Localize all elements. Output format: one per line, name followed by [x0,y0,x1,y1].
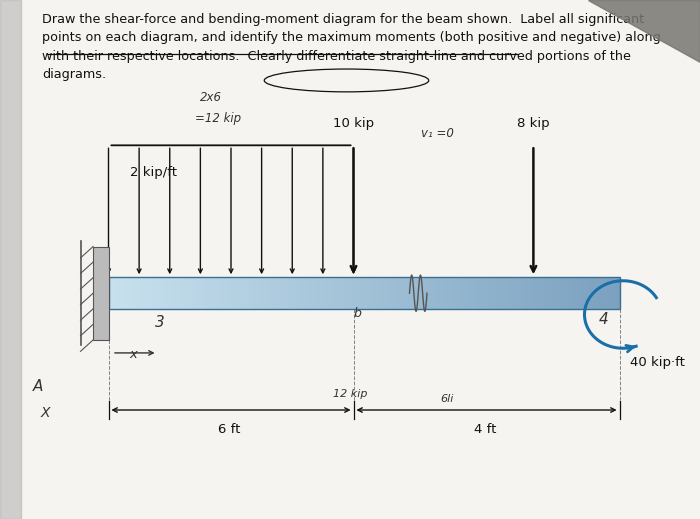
Bar [219,277,225,309]
Bar [479,277,484,309]
Bar [168,277,174,309]
Bar [556,277,561,309]
Bar [262,277,267,309]
Bar [108,277,114,309]
Bar [304,277,310,309]
Text: 6li: 6li [440,394,454,404]
Bar [505,277,510,309]
Bar [321,277,327,309]
Bar [402,277,408,309]
Bar [398,277,404,309]
Bar [270,277,276,309]
Bar [287,277,293,309]
Bar [491,277,498,309]
Bar [343,277,349,309]
Bar [108,277,620,309]
Text: X: X [41,406,50,419]
Text: 40 kip·ft: 40 kip·ft [630,356,685,369]
Bar [228,277,233,309]
Bar [155,277,161,309]
Bar [577,277,582,309]
Bar [300,277,306,309]
Bar [147,277,153,309]
Bar [117,277,122,309]
Text: =12 kip: =12 kip [195,112,241,125]
Bar [581,277,587,309]
Bar [449,277,455,309]
Bar [611,277,617,309]
Bar [394,277,400,309]
Bar [360,277,365,309]
Bar [113,277,118,309]
Bar [160,277,165,309]
Bar [543,277,549,309]
Bar [381,277,386,309]
Bar [585,277,591,309]
Bar [377,277,382,309]
Bar [223,277,229,309]
Bar [538,277,545,309]
Bar [368,277,374,309]
Bar [93,247,108,340]
Bar [245,277,251,309]
Bar [441,277,447,309]
Bar [530,277,536,309]
Bar [330,277,335,309]
Text: 8 kip: 8 kip [517,117,550,130]
Bar [607,277,612,309]
Bar [615,277,621,309]
Bar [547,277,553,309]
Text: x: x [129,348,137,361]
Bar [190,277,195,309]
Bar [517,277,523,309]
Bar [253,277,259,309]
Bar [454,277,459,309]
Bar [317,277,323,309]
Text: b: b [353,307,361,320]
Bar [445,277,451,309]
Bar [372,277,378,309]
Bar [326,277,331,309]
Bar [334,277,340,309]
Text: A: A [34,379,43,394]
Bar [589,277,595,309]
Bar [419,277,425,309]
Text: 2x6: 2x6 [199,91,221,104]
Bar [347,277,353,309]
Bar [296,277,302,309]
Bar [266,277,272,309]
Bar [237,277,242,309]
Bar [509,277,514,309]
Bar [470,277,476,309]
Bar [475,277,480,309]
Bar [364,277,370,309]
Bar [125,277,131,309]
Bar [458,277,463,309]
Bar [385,277,391,309]
Bar [356,277,361,309]
Bar [143,277,148,309]
Bar [407,277,412,309]
Bar [436,277,442,309]
Bar [211,277,216,309]
Bar [241,277,246,309]
Text: 6 ft: 6 ft [218,423,241,436]
Bar [283,277,288,309]
Bar [185,277,191,309]
Bar [534,277,540,309]
Text: 3: 3 [155,315,164,330]
Bar [522,277,527,309]
Bar [526,277,531,309]
Bar [603,277,608,309]
Bar [568,277,574,309]
Bar [483,277,489,309]
Bar [339,277,344,309]
Text: 2 kip/ft: 2 kip/ft [130,166,178,179]
Bar [411,277,416,309]
Polygon shape [0,0,21,519]
Bar [466,277,472,309]
Text: 10 kip: 10 kip [333,117,374,130]
Bar [389,277,396,309]
Bar [598,277,604,309]
